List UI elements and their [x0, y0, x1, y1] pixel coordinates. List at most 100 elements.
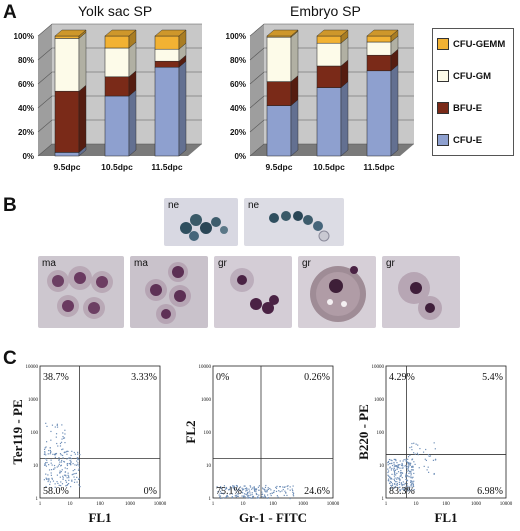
- event-dot: [396, 482, 398, 485]
- event-dot: [396, 481, 398, 483]
- event-dot: [59, 461, 61, 463]
- legend-label: CFU-GEMM: [453, 38, 506, 50]
- event-dot: [393, 458, 395, 461]
- event-dot: [251, 492, 253, 494]
- event-dot: [422, 451, 425, 453]
- y-tick-label: 10: [33, 464, 39, 469]
- event-dot: [409, 470, 411, 473]
- event-dot: [249, 496, 251, 499]
- event-dot: [425, 459, 427, 462]
- event-dot: [398, 486, 400, 489]
- event-dot: [405, 458, 407, 461]
- cell-label: ma: [42, 258, 56, 269]
- event-dot: [66, 477, 68, 479]
- event-dot: [253, 486, 255, 488]
- event-dot: [266, 489, 268, 492]
- event-dot: [50, 474, 52, 476]
- event-dot: [410, 483, 412, 486]
- y-axis-label: Ter119 - PE: [10, 399, 25, 464]
- event-dot: [61, 448, 63, 451]
- event-dot: [417, 444, 419, 446]
- event-dot: [67, 450, 69, 453]
- event-dot: [44, 452, 46, 454]
- x-tick-label: 100: [96, 502, 104, 507]
- event-dot: [263, 494, 266, 496]
- event-dot: [73, 481, 76, 483]
- quadrant-lower-right-value: 0%: [144, 486, 157, 497]
- event-dot: [408, 489, 411, 491]
- event-dot: [390, 484, 392, 487]
- event-dot: [257, 496, 259, 499]
- event-dot: [414, 453, 416, 455]
- event-dot: [220, 487, 222, 489]
- bar-segment-side: [390, 64, 399, 157]
- event-dot: [292, 495, 295, 497]
- event-dot: [406, 470, 408, 473]
- event-dot: [67, 474, 69, 476]
- event-dot: [394, 477, 396, 479]
- event-dot: [289, 489, 291, 491]
- event-dot: [50, 439, 52, 441]
- event-dot: [398, 478, 400, 480]
- event-dot: [54, 453, 57, 455]
- event-dot: [249, 494, 252, 496]
- event-dot: [231, 493, 234, 495]
- event-dot: [404, 465, 406, 467]
- event-dot: [266, 491, 268, 493]
- bar-segment: [54, 35, 80, 39]
- event-dot: [43, 479, 45, 481]
- event-dot: [229, 486, 232, 488]
- y-tick-label: 60%: [230, 80, 246, 89]
- event-dot: [396, 483, 398, 486]
- event-dot: [248, 494, 250, 497]
- x-tick-label: 100: [442, 502, 450, 507]
- event-dot: [417, 454, 419, 456]
- event-dot: [44, 451, 46, 453]
- event-dot: [265, 484, 267, 487]
- event-dot: [412, 476, 414, 478]
- event-dot: [67, 457, 70, 459]
- quadrant-upper-left-value: 0%: [216, 372, 229, 383]
- flow-plot-ter119: 10000 1000 100 10 11 10 100 1000 10000 38.7% 3.33%…: [10, 365, 167, 525]
- granulocyte-cells-image: [398, 272, 442, 320]
- legend-swatch-cfu-gemm: [437, 38, 449, 50]
- y-tick-label: 100: [31, 431, 39, 436]
- event-dot: [231, 496, 233, 498]
- event-dot: [395, 465, 397, 467]
- event-dot: [255, 491, 257, 493]
- event-dot: [412, 484, 414, 486]
- event-dot: [401, 462, 403, 465]
- embryo-bar-chart: 0% 20% 40% 60% 80% 100% 9.5dpc 10.5dpc 11.5dpc: [226, 23, 414, 172]
- event-dot: [408, 463, 410, 465]
- bar-segment-side: [78, 31, 87, 92]
- event-dot: [61, 469, 63, 471]
- event-dot: [411, 442, 413, 445]
- event-dot: [50, 451, 52, 453]
- event-dot: [231, 496, 233, 498]
- event-dot: [249, 492, 251, 494]
- event-dot: [232, 487, 234, 489]
- event-dot: [78, 484, 80, 486]
- event-dot: [60, 454, 62, 456]
- gridline: [37, 71, 202, 85]
- event-dot: [251, 497, 253, 499]
- event-dot: [236, 485, 238, 487]
- quadrant-upper-right-value: 3.33%: [131, 372, 157, 383]
- event-dot: [410, 469, 413, 471]
- event-dot: [389, 467, 391, 469]
- event-dot: [227, 495, 229, 498]
- event-dot: [229, 488, 231, 491]
- event-dot: [393, 471, 396, 473]
- bar-top: [266, 29, 299, 37]
- event-dot: [390, 485, 393, 487]
- event-dot: [49, 449, 52, 452]
- event-dot: [50, 487, 52, 489]
- event-dot: [387, 470, 390, 472]
- event-dot: [403, 459, 405, 461]
- event-dot: [47, 480, 49, 483]
- event-dot: [410, 481, 412, 483]
- bar-segment: [266, 105, 292, 157]
- event-dot: [411, 458, 414, 460]
- legend-swatch-cfu-gm: [437, 70, 449, 82]
- event-dot: [434, 458, 437, 460]
